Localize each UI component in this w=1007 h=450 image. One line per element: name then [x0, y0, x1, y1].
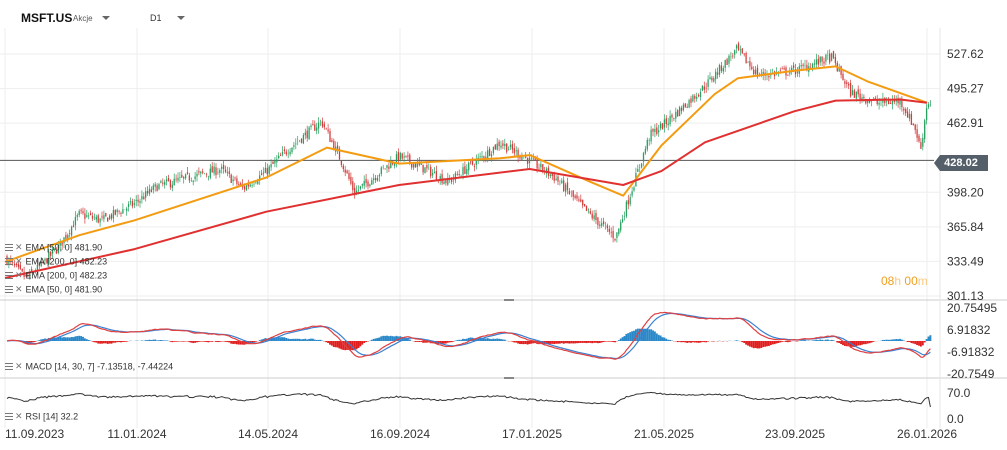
grid-lines [0, 28, 1007, 428]
chart-toolbar: MSFT.US Akcje D1 [0, 0, 1007, 34]
x-tick-label: 11.09.2023 [5, 427, 64, 441]
menu-icon[interactable] [5, 413, 13, 421]
instrument-type-label: Akcje [73, 14, 93, 23]
x-tick-label: 11.01.2024 [107, 427, 166, 441]
y-tick-label: 301.13 [947, 289, 984, 303]
rsi-tick-label: 0.0 [947, 412, 964, 426]
y-tick-label: 333.49 [947, 254, 984, 268]
macd-plot [6, 311, 932, 360]
x-tick-label: 26.01.2026 [897, 427, 957, 441]
rsi-tick-label: 70.0 [947, 386, 971, 400]
x-tick-label: 17.01.2025 [502, 427, 562, 441]
axes: 527.62 495.27 462.91 398.20 365.84 333.49 301.… [5, 47, 997, 441]
y-tick-label: 398.20 [947, 185, 984, 199]
y-tick-label: 365.84 [947, 220, 984, 234]
indicator-legend-ema50-2[interactable]: ✕ EMA [50, 0] 481.90 [5, 284, 102, 296]
macd-signal-line [6, 312, 931, 360]
close-icon[interactable]: ✕ [15, 361, 23, 372]
x-tick-label: 16.09.2024 [370, 427, 430, 441]
rsi-plot [6, 391, 931, 408]
y-tick-label: 527.62 [947, 47, 984, 61]
macd-tick-label: 20.75495 [947, 301, 997, 315]
close-icon[interactable]: ✕ [15, 242, 23, 253]
indicator-legend-macd[interactable]: ✕ MACD [14, 30, 7] -7.13518, -7.44224 [5, 361, 173, 373]
candle-countdown: 08h 00m [881, 274, 928, 288]
macd-line [6, 311, 931, 360]
menu-icon[interactable] [5, 272, 13, 280]
indicator-legend-ema200[interactable]: ✕ EMA [200, 0] 482.23 [5, 256, 107, 268]
close-icon[interactable]: ✕ [15, 256, 23, 267]
timeframe-selector[interactable]: D1 [150, 13, 162, 23]
macd-tick-label: -6.91832 [947, 345, 995, 359]
menu-icon[interactable] [5, 286, 13, 294]
ema-200-line [4, 98, 928, 279]
x-tick-label: 23.09.2025 [765, 427, 825, 441]
indicator-legend-ema200-2[interactable]: ✕ EMA [200, 0] 482.23 [5, 270, 107, 282]
symbol-dropdown-chevron-icon[interactable] [102, 16, 110, 20]
close-icon[interactable]: ✕ [15, 284, 23, 295]
menu-icon[interactable] [5, 258, 13, 266]
menu-icon[interactable] [5, 363, 13, 371]
timeframe-chevron-icon[interactable] [177, 16, 185, 20]
ema-50-line [4, 65, 928, 263]
indicator-legend-ema50[interactable]: ✕ EMA [50, 0] 481.90 [5, 242, 102, 254]
x-tick-label: 21.05.2025 [634, 427, 694, 441]
x-tick-label: 14.05.2024 [238, 427, 298, 441]
menu-icon[interactable] [5, 244, 13, 252]
close-icon[interactable]: ✕ [15, 270, 23, 281]
close-icon[interactable]: ✕ [15, 411, 23, 422]
macd-tick-label: 6.91832 [947, 323, 991, 337]
indicator-legend-rsi[interactable]: ✕ RSI [14] 32.2 [5, 411, 78, 423]
rsi-line [6, 391, 931, 408]
symbol-label: MSFT.US [21, 11, 73, 25]
macd-tick-label: -20.7549 [947, 367, 995, 381]
y-tick-label: 495.27 [947, 82, 984, 96]
current-price-tag: 428.02 [934, 155, 988, 171]
y-tick-label: 462.91 [947, 116, 984, 130]
